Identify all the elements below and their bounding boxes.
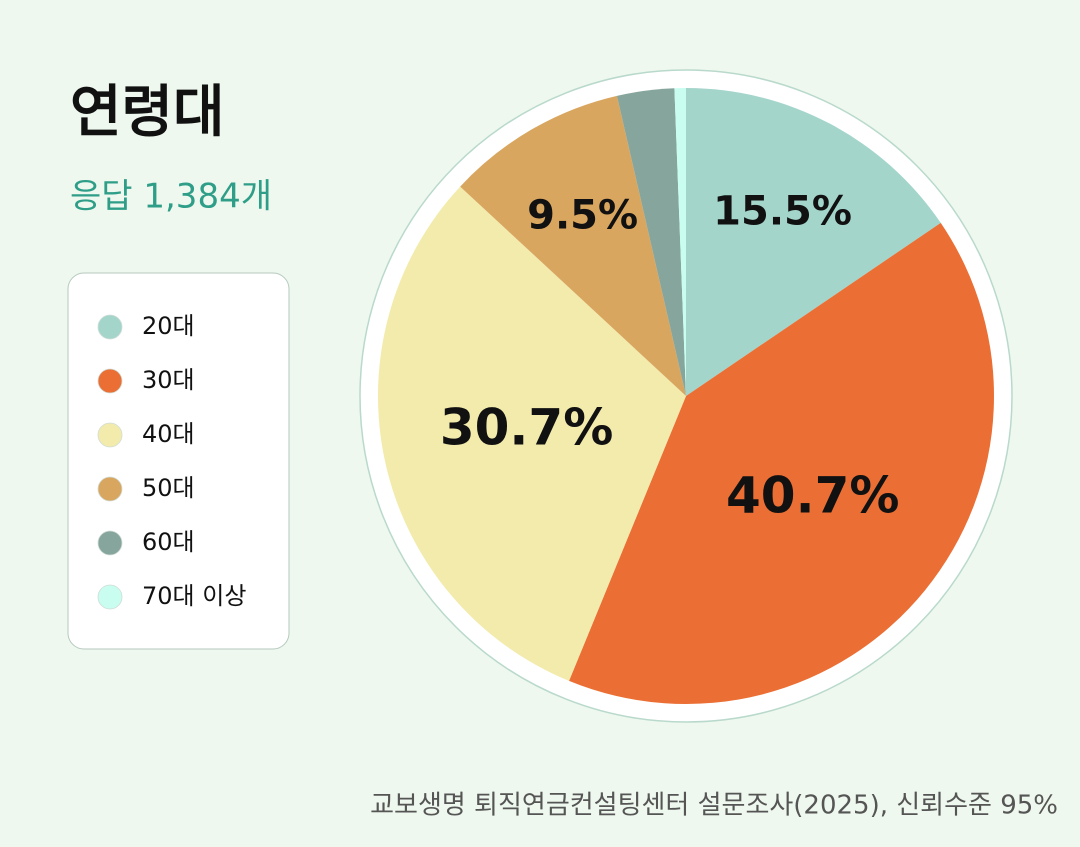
legend-marker	[97, 584, 123, 610]
legend-marker	[97, 530, 123, 556]
data-label: 15.5%	[713, 189, 852, 235]
pie-slice	[686, 88, 941, 396]
chart-subtitle: 응답 1,384개	[70, 177, 272, 217]
legend-marker	[97, 476, 123, 502]
legend-label: 70대 이상	[142, 582, 246, 610]
pie-slice	[377, 186, 686, 681]
legend-marker	[97, 368, 123, 394]
pie-slice	[569, 222, 995, 705]
source: 교보생명 퇴직연금컨설팅센터 설문조사(2025), 신뢰수준 95%	[370, 791, 1058, 821]
legend-label: 50대	[142, 474, 195, 502]
data-label: 9.5%	[527, 192, 638, 238]
legend-box	[67, 272, 290, 650]
data-label: 30.7%	[440, 399, 613, 457]
pie-slice	[460, 95, 686, 396]
chart-title: 연령대	[70, 80, 225, 145]
legend-marker	[97, 422, 123, 448]
legend-label: 20대	[142, 312, 195, 340]
data-label: 40.7%	[726, 466, 899, 524]
legend-label: 30대	[142, 366, 195, 394]
pie-slice	[674, 88, 686, 396]
legend-label: 60대	[142, 528, 195, 556]
legend-label: 40대	[142, 420, 195, 448]
legend-marker	[97, 314, 123, 340]
pie-slice	[616, 88, 686, 396]
